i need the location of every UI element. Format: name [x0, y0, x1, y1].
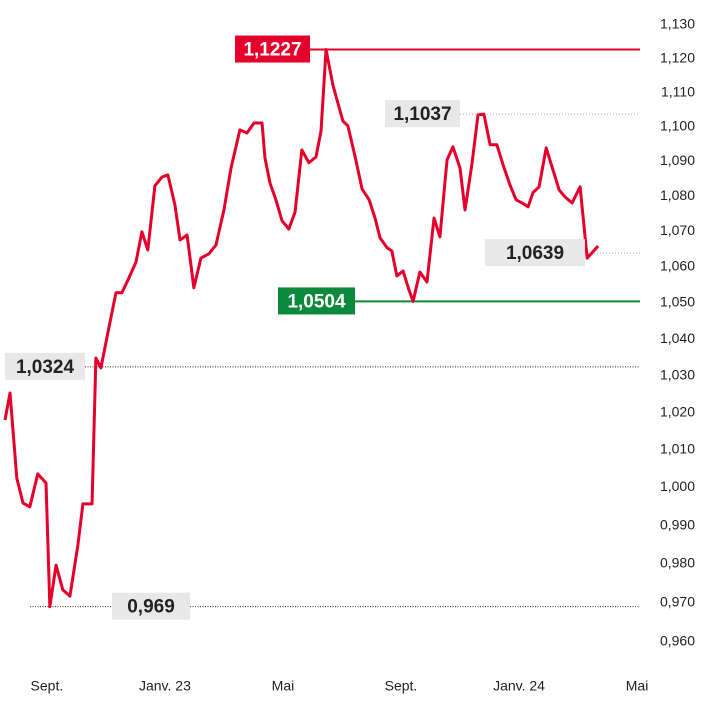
annotation-box [112, 592, 190, 620]
annotation-label: 1,0324 [16, 357, 75, 378]
x-tick-label: Mai [626, 678, 649, 694]
x-tick-label: Sept. [31, 678, 64, 694]
y-tick-label: 1,130 [660, 16, 695, 32]
annotation-box [485, 239, 585, 267]
x-tick-label: Mai [272, 678, 295, 694]
y-tick-label: 1,060 [660, 258, 695, 274]
y-tick-label: 0,990 [660, 516, 695, 532]
y-tick-label: 1,040 [660, 330, 695, 346]
annotation-box [385, 100, 460, 128]
y-tick-label: 1,050 [660, 294, 695, 310]
y-tick-label: 1,110 [661, 83, 695, 99]
y-tick-label: 0,970 [660, 593, 695, 609]
annotation-label: 1,0504 [287, 291, 346, 312]
x-tick-label: Sept. [385, 678, 418, 694]
y-tick-label: 1,080 [660, 187, 695, 203]
annotation-box [278, 287, 355, 315]
x-tick-label: Janv. 23 [139, 678, 191, 694]
annotation-label: 1,1227 [243, 40, 301, 61]
annotation-box [5, 352, 85, 380]
annotation-label: 0,969 [127, 597, 175, 618]
y-tick-label: 0,980 [660, 555, 695, 571]
y-tick-label: 0,960 [660, 633, 695, 649]
y-tick-label: 1,000 [660, 478, 695, 494]
y-tick-label: 1,010 [660, 441, 695, 457]
line-series [3, 48, 600, 609]
annotation-box [235, 35, 310, 63]
y-tick-label: 1,090 [660, 152, 695, 168]
annotation-label: 1,1037 [393, 104, 451, 125]
y-tick-label: 1,020 [660, 403, 695, 419]
y-tick-label: 1,120 [660, 49, 695, 65]
y-tick-label: 1,070 [660, 222, 695, 238]
x-tick-label: Janv. 24 [493, 678, 545, 694]
annotation-label: 1,0639 [506, 243, 564, 264]
y-tick-label: 1,030 [660, 366, 695, 382]
y-tick-label: 1,100 [660, 118, 695, 134]
